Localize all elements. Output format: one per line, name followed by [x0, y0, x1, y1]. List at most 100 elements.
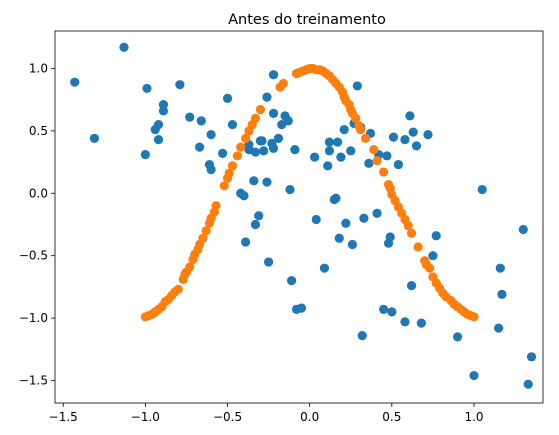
scatter-point-series-0 [336, 152, 346, 162]
scatter-point-series-0 [283, 116, 293, 126]
scatter-point-series-0 [268, 143, 279, 153]
scatter-point-series-0 [393, 159, 404, 170]
scatter-point-series-0 [334, 233, 344, 243]
scatter-point-series-1 [351, 113, 361, 123]
scatter-point-series-0 [333, 137, 343, 147]
scatter-point-series-0 [70, 77, 80, 87]
x-tick-label: −0.5 [213, 410, 242, 424]
scatter-point-series-0 [341, 218, 351, 228]
scatter-point-series-1 [227, 161, 238, 171]
scatter-point-series-0 [431, 231, 441, 241]
scatter-point-series-0 [273, 133, 284, 143]
scatter-point-series-1 [173, 284, 183, 294]
scatter-point-series-0 [323, 161, 333, 171]
scatter-point-series-1 [278, 78, 288, 89]
scatter-point-series-0 [494, 323, 504, 333]
scatter-point-series-0 [119, 42, 129, 52]
scatter-point-series-0 [379, 304, 389, 314]
scatter-point-series-1 [369, 144, 379, 155]
plot-frame [54, 30, 544, 404]
scatter-point-series-0 [196, 116, 206, 126]
scatter-point-series-1 [379, 167, 389, 177]
scatter-point-series-1 [224, 168, 234, 178]
scatter-point-series-0 [411, 141, 422, 151]
scatter-point-series-1 [236, 142, 246, 152]
scatter-point-series-0 [452, 332, 463, 342]
scatter-point-series-1 [201, 226, 211, 236]
scatter-point-series-1 [469, 312, 479, 322]
scatter-point-series-0 [388, 132, 399, 142]
scatter-point-series-0 [387, 307, 397, 317]
scatter-point-series-0 [352, 81, 362, 91]
scatter-point-series-0 [153, 120, 164, 130]
x-tick-label: 0.5 [382, 410, 401, 424]
x-tick-label: 1.0 [464, 410, 483, 424]
scatter-point-series-0 [311, 214, 321, 225]
scatter-point-series-1 [232, 151, 242, 161]
scatter-point-series-1 [198, 233, 208, 243]
scatter-point-series-0 [140, 149, 150, 160]
scatter-point-series-0 [324, 146, 334, 156]
scatter-point-series-0 [250, 219, 261, 230]
scatter-point-series-1 [356, 125, 366, 135]
scatter-point-series-0 [357, 330, 367, 341]
scatter-point-series-0 [206, 164, 216, 175]
scatter-point-series-0 [262, 92, 272, 102]
scatter-point-series-0 [423, 130, 433, 140]
scatter-point-series-0 [495, 263, 505, 273]
scatter-point-series-0 [290, 144, 300, 155]
scatter-point-series-0 [227, 120, 238, 130]
scatter-point-series-0 [153, 135, 164, 145]
scatter-point-series-0 [254, 211, 264, 221]
chart-title: Antes do treinamento [228, 12, 386, 28]
scatter-point-series-1 [255, 105, 265, 115]
scatter-point-series-0 [526, 352, 537, 362]
scatter-point-series-0 [142, 83, 152, 94]
y-tick-label: 0.0 [29, 186, 48, 200]
scatter-point-series-0 [372, 208, 382, 218]
y-tick-label: 1.0 [29, 61, 48, 75]
scatter-point-series-0 [319, 263, 330, 273]
y-tick-label: −1.0 [19, 311, 48, 325]
scatter-point-series-0 [497, 289, 507, 299]
scatter-point-series-0 [249, 176, 259, 186]
scatter-point-series-0 [268, 108, 279, 118]
x-tick-label: −1.0 [131, 410, 160, 424]
scatter-point-series-0 [518, 224, 528, 235]
scatter-point-series-1 [185, 262, 195, 272]
scatter-point-series-0 [296, 303, 307, 313]
scatter-point-series-1 [219, 181, 229, 191]
scatter-point-series-0 [241, 237, 251, 247]
axes-layer: −1.5 −1.0 −0.5 0.0 0.5 1.0 −1.5 −1.0 −0.5 0.0 0.5 1… [19, 30, 544, 424]
y-tick-label: 0.5 [29, 124, 48, 138]
scatter-point-series-0 [264, 257, 274, 267]
scatter-point-series-0 [257, 136, 267, 146]
scatter-point-series-0 [385, 232, 395, 242]
scatter-point-series-0 [331, 193, 341, 203]
x-tick-label: 0.0 [300, 410, 319, 424]
scatter-point-series-0 [428, 251, 438, 261]
scatter-point-series-0 [222, 93, 233, 104]
scatter-point-series-0 [158, 100, 169, 110]
scatter-point-series-0 [469, 370, 479, 381]
scatter-point-series-0 [218, 148, 228, 158]
scatter-point-series-0 [346, 146, 356, 156]
scatter-point-series-0 [239, 191, 249, 201]
scatter-point-series-1 [250, 113, 261, 123]
scatter-point-series-0 [194, 142, 205, 152]
scatter-point-series-1 [425, 263, 435, 273]
scatter-point-series-0 [89, 133, 100, 143]
scatter-point-series-0 [310, 152, 320, 162]
scatter-point-series-0 [523, 379, 533, 389]
scatter-point-series-0 [259, 146, 269, 156]
scatter-point-series-1 [413, 242, 423, 252]
scatter-point-series-0 [287, 276, 297, 286]
scatter-point-series-1 [372, 156, 382, 166]
scatter-point-series-0 [477, 184, 487, 195]
points-layer [70, 42, 537, 389]
scatter-point-series-0 [339, 125, 349, 135]
x-tick-label: −1.5 [49, 410, 78, 424]
scatter-point-series-0 [416, 318, 427, 328]
scatter-point-series-0 [206, 130, 216, 140]
